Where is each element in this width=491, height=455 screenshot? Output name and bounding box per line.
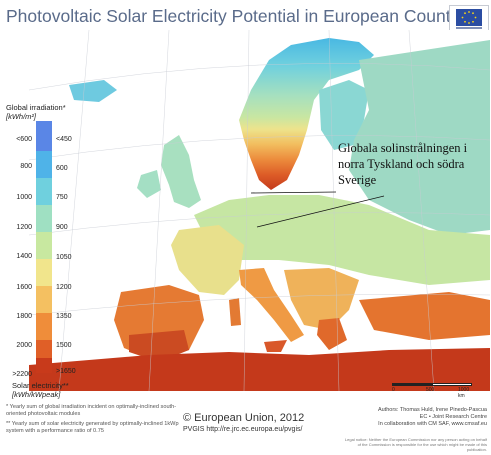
eastern-europe-landmass [349, 40, 490, 235]
south-iberia [129, 330, 189, 362]
legend-swatch [36, 313, 52, 340]
legend-irradiation-title: Global irradiation* [6, 103, 66, 112]
central-europe-landmass [194, 195, 490, 285]
legend-electricity-tick: 750 [56, 194, 68, 201]
annotation-text: Globala solinstrålningen i norra Tysklan… [338, 141, 468, 187]
ireland-landmass [137, 170, 161, 198]
legend-electricity-tick: 1350 [56, 313, 72, 320]
legend-electricity-tick: <450 [56, 136, 72, 143]
legend-swatch [36, 286, 52, 313]
authors-line: Authors: Thomas Huld, Irene Pinedo-Pascu… [377, 407, 487, 413]
solar-potential-map [29, 30, 490, 391]
legend-electricity-tick: 600 [56, 165, 68, 172]
balkans-landmass [284, 268, 359, 330]
north-africa-landmass [29, 348, 490, 391]
turkey-landmass [359, 292, 490, 340]
legend-swatch [36, 232, 52, 259]
authors-line: EC • Joint Research Centre [419, 414, 487, 420]
legend-electricity-tick: 1050 [56, 254, 72, 261]
scale-label-500: 500 [426, 387, 435, 393]
authors-block: Authors: Thomas Huld, Irene Pinedo-Pascu… [327, 407, 487, 428]
finland-landmass [319, 80, 369, 150]
legend-irradiation-tick: 1200 [16, 224, 32, 231]
sardinia-corsica [229, 298, 241, 326]
eu-flag-logo [449, 5, 489, 33]
legend-electricity-tick: 900 [56, 224, 68, 231]
copyright-text: © European Union, 2012 [183, 412, 305, 424]
legal-notice: Legal notice: Neither the European Commi… [344, 437, 487, 452]
sicily [264, 340, 287, 352]
iceland-landmass [69, 80, 117, 102]
italy-landmass [239, 268, 304, 342]
map-title: Photovoltaic Solar Electricity Potential… [6, 6, 479, 26]
annotation-arrow-north [250, 191, 337, 194]
legend-swatch [36, 205, 52, 232]
legend-electricity-tick: >1650 [56, 368, 76, 375]
scandinavia-landmass [239, 38, 374, 190]
legend-swatch [36, 358, 52, 373]
legend-irradiation-tick: >2200 [12, 371, 32, 378]
legend-irradiation-tick: 1800 [16, 313, 32, 320]
authors-line: In collaboration with CM SAF, www.cmsaf.… [378, 421, 487, 427]
annotation-arrow-south [256, 195, 385, 228]
legend-irradiation-tick: 1600 [16, 284, 32, 291]
legend-irradiation-tick: 1000 [16, 194, 32, 201]
legend-irradiation-tick: 800 [20, 163, 32, 170]
scale-bar: 0 500 1000 km [392, 381, 476, 399]
legend-swatch [36, 259, 52, 286]
pvgis-url: PVGIS http://re.jrc.ec.europa.eu/pvgis/ [183, 426, 303, 433]
legend-electricity-title: Solar electricity** [12, 381, 69, 390]
legend-electricity-tick: 1500 [56, 342, 72, 349]
great-britain-landmass [161, 135, 201, 208]
footnote-irradiation: * Yearly sum of global irradiation incid… [6, 404, 177, 417]
legend-electricity-unit: [kWh/kWpeak] [12, 390, 61, 399]
legend-swatch [36, 178, 52, 205]
france-landmass [171, 225, 244, 295]
legend-swatch [36, 340, 52, 358]
legend-electricity-tick: 1200 [56, 284, 72, 291]
scale-label-0: 0 [392, 387, 395, 393]
legend-irradiation-tick: 1400 [16, 253, 32, 260]
scale-label-1000: 1000 km [458, 387, 470, 399]
legend-swatch [36, 151, 52, 178]
greece-landmass [317, 318, 347, 350]
legend-irradiation-tick: 2000 [16, 342, 32, 349]
legend-irradiation-unit: [kWh/m²] [6, 112, 36, 121]
footnote-electricity: ** Yearly sum of solar electricity gener… [6, 421, 179, 434]
legend-irradiation-tick: <600 [16, 136, 32, 143]
legend-swatch [36, 121, 52, 151]
